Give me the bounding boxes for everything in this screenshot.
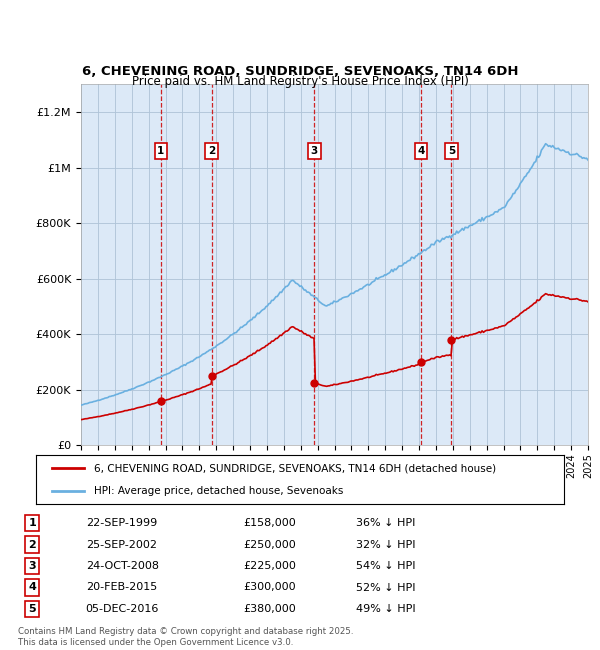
Text: 49% ↓ HPI: 49% ↓ HPI (356, 604, 416, 614)
Text: 24-OCT-2008: 24-OCT-2008 (86, 561, 158, 571)
Text: 3: 3 (28, 561, 36, 571)
Text: 52% ↓ HPI: 52% ↓ HPI (356, 582, 416, 593)
Text: £250,000: £250,000 (244, 540, 296, 549)
Text: 6, CHEVENING ROAD, SUNDRIDGE, SEVENOAKS, TN14 6DH: 6, CHEVENING ROAD, SUNDRIDGE, SEVENOAKS,… (82, 65, 518, 78)
Text: 2: 2 (208, 146, 215, 156)
Text: 32% ↓ HPI: 32% ↓ HPI (356, 540, 416, 549)
Text: 22-SEP-1999: 22-SEP-1999 (86, 518, 157, 528)
Text: £380,000: £380,000 (244, 604, 296, 614)
Text: Contains HM Land Registry data © Crown copyright and database right 2025.
This d: Contains HM Land Registry data © Crown c… (18, 627, 353, 647)
Text: 25-SEP-2002: 25-SEP-2002 (86, 540, 157, 549)
Text: 1: 1 (28, 518, 36, 528)
Text: 1: 1 (157, 146, 164, 156)
Text: 3: 3 (311, 146, 318, 156)
Text: 36% ↓ HPI: 36% ↓ HPI (356, 518, 416, 528)
Text: £300,000: £300,000 (244, 582, 296, 593)
Text: 4: 4 (28, 582, 36, 593)
Text: £158,000: £158,000 (244, 518, 296, 528)
Text: Price paid vs. HM Land Registry's House Price Index (HPI): Price paid vs. HM Land Registry's House … (131, 75, 469, 88)
Text: £225,000: £225,000 (244, 561, 296, 571)
Text: 54% ↓ HPI: 54% ↓ HPI (356, 561, 416, 571)
Text: 20-FEB-2015: 20-FEB-2015 (86, 582, 157, 593)
Text: 6, CHEVENING ROAD, SUNDRIDGE, SEVENOAKS, TN14 6DH (detached house): 6, CHEVENING ROAD, SUNDRIDGE, SEVENOAKS,… (94, 463, 496, 473)
Text: 5: 5 (28, 604, 36, 614)
Text: 4: 4 (418, 146, 425, 156)
Text: 5: 5 (448, 146, 455, 156)
Text: 2: 2 (28, 540, 36, 549)
Text: HPI: Average price, detached house, Sevenoaks: HPI: Average price, detached house, Seve… (94, 486, 343, 495)
Text: 05-DEC-2016: 05-DEC-2016 (86, 604, 159, 614)
